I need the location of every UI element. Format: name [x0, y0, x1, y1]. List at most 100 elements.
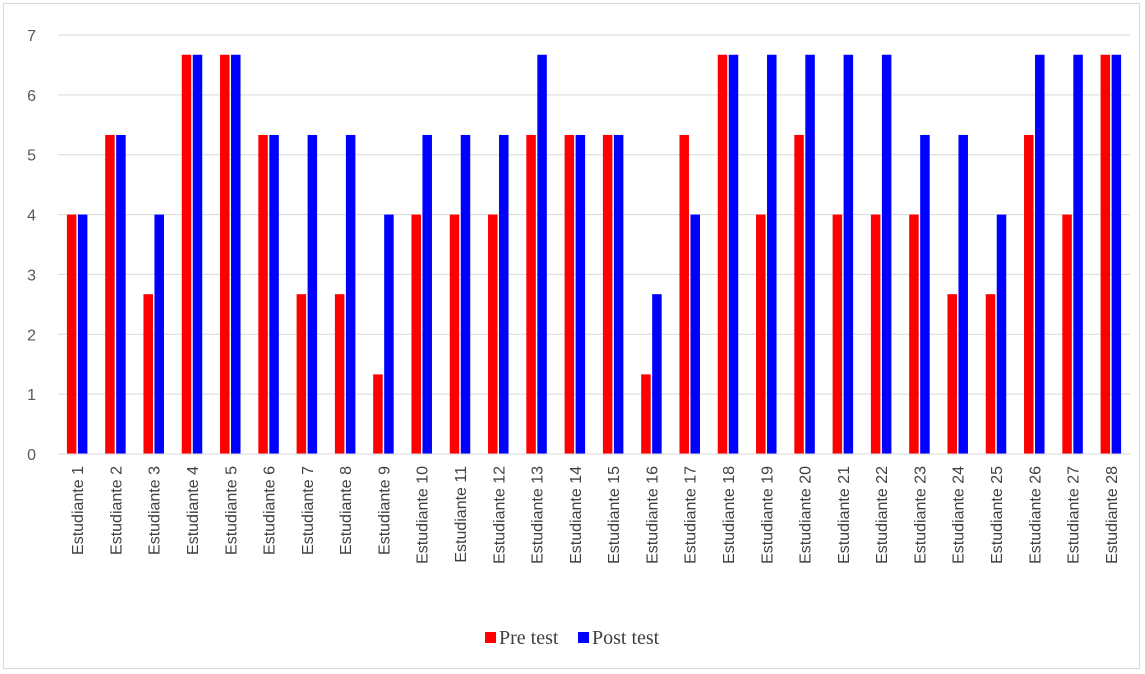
bar-post-test-5 — [231, 55, 241, 454]
bar-pre-test-2 — [105, 135, 115, 454]
bar-post-test-21 — [844, 55, 854, 454]
bar-pre-test-16 — [641, 374, 651, 454]
bar-pre-test-4 — [182, 55, 192, 454]
bar-pre-test-15 — [603, 135, 613, 454]
bar-post-test-1 — [78, 215, 88, 454]
x-tick-label-17: Estudiante 17 — [683, 466, 700, 564]
bar-pre-test-3 — [143, 294, 153, 454]
x-tick-label-23: Estudiante 23 — [912, 466, 929, 564]
bar-pre-test-17 — [679, 135, 689, 454]
bar-pre-test-5 — [220, 55, 230, 454]
bar-pre-test-11 — [450, 215, 460, 454]
legend-swatch-post-test — [578, 632, 589, 643]
y-tick-label-0: 0 — [27, 447, 36, 464]
x-axis-category-labels: Estudiante 1 Estudiante 2 Estudiante 3 Estu… — [70, 466, 1121, 564]
x-tick-label-27: Estudiante 27 — [1066, 466, 1083, 564]
bar-post-test-17 — [690, 215, 700, 454]
bar-pre-test-18 — [718, 55, 728, 454]
bar-post-test-12 — [499, 135, 509, 454]
bar-pre-test-22 — [871, 215, 881, 454]
x-tick-label-1: Estudiante 1 — [70, 466, 87, 555]
legend-label-pre-test: Pre test — [499, 627, 559, 649]
bar-post-test-22 — [882, 55, 892, 454]
bar-post-test-23 — [920, 135, 930, 454]
x-tick-label-13: Estudiante 13 — [530, 466, 547, 564]
y-axis-tick-labels: 0 1 2 3 4 5 6 7 — [27, 28, 36, 464]
bar-post-test-27 — [1073, 55, 1083, 454]
x-tick-label-8: Estudiante 8 — [338, 466, 355, 555]
bar-pre-test-21 — [833, 215, 843, 454]
bar-post-test-20 — [805, 55, 815, 454]
x-tick-label-2: Estudiante 2 — [108, 466, 125, 555]
y-tick-label-1: 1 — [27, 387, 36, 404]
x-tick-label-15: Estudiante 15 — [606, 466, 623, 564]
bar-post-test-4 — [193, 55, 203, 454]
x-tick-label-25: Estudiante 25 — [989, 466, 1006, 564]
bar-pre-test-14 — [565, 135, 575, 454]
bar-post-test-24 — [958, 135, 968, 454]
bar-post-test-28 — [1112, 55, 1122, 454]
x-tick-label-4: Estudiante 4 — [185, 466, 202, 555]
y-tick-label-5: 5 — [27, 148, 36, 165]
bar-pre-test-13 — [526, 135, 536, 454]
x-tick-label-9: Estudiante 9 — [376, 466, 393, 555]
legend-label-post-test: Post test — [592, 627, 660, 649]
y-tick-label-4: 4 — [27, 208, 36, 225]
x-tick-label-6: Estudiante 6 — [262, 466, 279, 555]
x-tick-label-12: Estudiante 12 — [491, 466, 508, 564]
bar-post-test-10 — [422, 135, 432, 454]
bar-pre-test-27 — [1062, 215, 1072, 454]
x-tick-label-3: Estudiante 3 — [147, 466, 164, 555]
bar-post-test-18 — [729, 55, 739, 454]
x-tick-label-21: Estudiante 21 — [836, 466, 853, 564]
x-tick-label-18: Estudiante 18 — [721, 466, 738, 564]
x-tick-label-11: Estudiante 11 — [453, 466, 470, 563]
x-tick-label-10: Estudiante 10 — [415, 466, 432, 564]
bar-pre-test-28 — [1101, 55, 1111, 454]
bar-pre-test-23 — [909, 215, 919, 454]
y-tick-label-2: 2 — [27, 327, 36, 344]
bar-post-test-6 — [269, 135, 279, 454]
bar-pre-test-10 — [411, 215, 421, 454]
x-tick-label-5: Estudiante 5 — [223, 466, 240, 555]
bar-post-test-26 — [1035, 55, 1045, 454]
legend-swatch-pre-test — [485, 632, 496, 643]
bar-pre-test-6 — [258, 135, 268, 454]
bar-post-test-7 — [308, 135, 318, 454]
bar-post-test-11 — [461, 135, 471, 454]
x-tick-label-20: Estudiante 20 — [798, 466, 815, 564]
y-tick-label-7: 7 — [27, 28, 36, 45]
bar-pre-test-8 — [335, 294, 345, 454]
x-tick-label-7: Estudiante 7 — [300, 466, 317, 555]
x-tick-label-28: Estudiante 28 — [1104, 466, 1121, 564]
y-tick-label-6: 6 — [27, 88, 36, 105]
y-tick-label-3: 3 — [27, 267, 36, 284]
x-tick-label-24: Estudiante 24 — [951, 466, 968, 564]
bar-pre-test-24 — [947, 294, 957, 454]
gridlines — [58, 35, 1130, 394]
x-tick-label-14: Estudiante 14 — [568, 466, 585, 564]
bar-post-test-15 — [614, 135, 624, 454]
x-tick-label-22: Estudiante 22 — [874, 466, 891, 564]
bar-post-test-3 — [154, 215, 164, 454]
bar-pre-test-26 — [1024, 135, 1034, 454]
bar-pre-test-20 — [794, 135, 804, 454]
bar-post-test-9 — [384, 215, 394, 454]
bar-post-test-2 — [116, 135, 126, 454]
bar-pre-test-9 — [373, 374, 383, 454]
bar-post-test-16 — [652, 294, 662, 454]
bar-post-test-13 — [537, 55, 547, 454]
bar-pre-test-1 — [67, 215, 77, 454]
legend: Pre test Post test — [485, 627, 660, 649]
bar-post-test-14 — [576, 135, 586, 454]
x-tick-label-26: Estudiante 26 — [1027, 466, 1044, 564]
x-tick-label-16: Estudiante 16 — [644, 466, 661, 564]
bar-pre-test-12 — [488, 215, 498, 454]
bar-pre-test-25 — [986, 294, 996, 454]
bar-post-test-25 — [997, 215, 1007, 454]
bar-pre-test-19 — [756, 215, 766, 454]
x-tick-label-19: Estudiante 19 — [759, 466, 776, 564]
bar-post-test-19 — [767, 55, 777, 454]
bar-post-test-8 — [346, 135, 356, 454]
